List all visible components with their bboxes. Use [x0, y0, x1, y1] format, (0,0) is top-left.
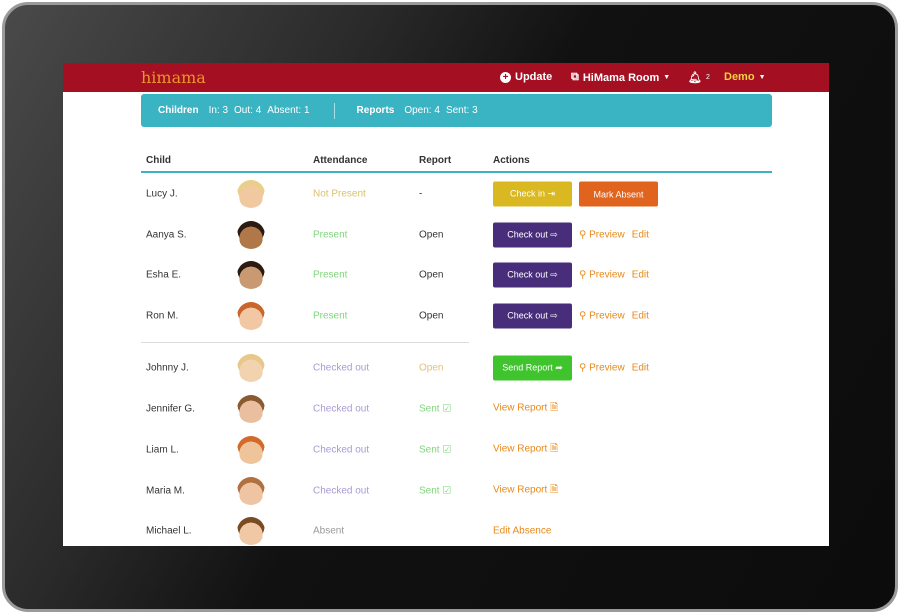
attendance-status: Checked out: [313, 444, 370, 456]
child-name[interactable]: Maria M.: [146, 485, 185, 497]
check-in-button[interactable]: Check in ⇥: [493, 181, 572, 207]
report-status: Sent ☑: [419, 403, 452, 415]
view-report-link[interactable]: View Report 🗎: [493, 443, 559, 455]
check-out-button[interactable]: Check out ⇨: [493, 303, 572, 329]
child-avatar: [237, 180, 265, 208]
header-divider: [141, 171, 772, 173]
table-row: Lucy J. Not Present - Check in ⇥ Mark Abs…: [141, 179, 772, 209]
report-status: -: [419, 188, 423, 200]
preview-link[interactable]: ⚲ Preview: [579, 269, 625, 281]
header-actions: Actions: [493, 155, 530, 166]
mark-absent-button[interactable]: Mark Absent: [579, 181, 658, 207]
child-name[interactable]: Ron M.: [146, 310, 179, 322]
row-actions: Check out ⇨ ⚲ Preview Edit: [493, 222, 649, 248]
edit-link[interactable]: Edit: [631, 362, 649, 374]
child-name[interactable]: Johnny J.: [146, 362, 189, 374]
app-screen: himama + Update ⧉ HiMama Room ▼ 🔔︎ 2 Demo ▼ C…: [63, 63, 829, 546]
update-button[interactable]: + Update: [500, 71, 552, 83]
child-avatar: [237, 302, 265, 330]
report-status: Sent ☑: [419, 485, 452, 497]
row-actions: Check out ⇨ ⚲ Preview Edit: [493, 262, 649, 288]
report-status: Open: [419, 362, 444, 374]
attendance-status: Checked out: [313, 403, 370, 415]
check-out-button[interactable]: Check out ⇨: [493, 262, 572, 288]
table-row: Esha E. Present Open Check out ⇨ ⚲ Previe…: [141, 260, 772, 290]
view-report-link[interactable]: View Report 🗎: [493, 484, 559, 496]
child-avatar: [237, 477, 265, 505]
user-dropdown[interactable]: Demo ▼: [724, 71, 766, 83]
attendance-status: Present: [313, 229, 348, 241]
child-avatar: [237, 395, 265, 423]
header-attendance: Attendance: [313, 155, 368, 166]
child-avatar: [237, 517, 265, 545]
child-avatar: [237, 261, 265, 289]
row-actions: View Report 🗎: [493, 483, 558, 500]
child-avatar: [237, 221, 265, 249]
attendance-status: Not Present: [313, 188, 366, 200]
row-actions: Send Report ➦ ⚲ Preview Edit: [493, 355, 649, 381]
plus-circle-icon: +: [500, 71, 511, 83]
child-name[interactable]: Aanya S.: [146, 229, 187, 241]
table-row: Liam L. Checked out Sent ☑ View Report 🗎: [141, 435, 772, 465]
table-row: Aanya S. Present Open Check out ⇨ ⚲ Previ…: [141, 220, 772, 250]
notifications-button[interactable]: 🔔︎ 2: [688, 72, 710, 84]
attendance-status: Checked out: [313, 362, 370, 374]
room-dropdown[interactable]: ⧉ HiMama Room ▼: [571, 71, 671, 84]
check-out-button[interactable]: Check out ⇨: [493, 222, 572, 248]
edit-link[interactable]: Edit: [631, 269, 649, 281]
divider: [333, 102, 335, 119]
edit-link[interactable]: Edit: [631, 310, 649, 322]
view-report-link[interactable]: View Report 🗎: [493, 402, 559, 414]
header-report: Report: [419, 155, 452, 166]
section-divider: [141, 342, 469, 343]
send-report-button[interactable]: Send Report ➦: [493, 355, 572, 381]
attendance-status: Present: [313, 310, 348, 322]
row-actions: Check in ⇥ Mark Absent: [493, 181, 658, 207]
logo[interactable]: himama: [141, 68, 206, 87]
table-row: Johnny J. Checked out Open Send Report ➦…: [141, 353, 772, 383]
row-actions: Edit Absence: [493, 526, 551, 537]
child-name[interactable]: Liam L.: [146, 444, 179, 456]
preview-link[interactable]: ⚲ Preview: [579, 362, 625, 374]
attendance-status: Absent: [313, 525, 345, 537]
caret-down-icon: ▼: [758, 73, 766, 81]
child-name[interactable]: Michael L.: [146, 525, 192, 537]
table-row: Michael L. Absent Edit Absence: [141, 516, 772, 546]
table-row: Maria M. Checked out Sent ☑ View Report …: [141, 476, 772, 506]
attendance-status: Present: [313, 269, 348, 281]
row-actions: View Report 🗎: [493, 442, 558, 459]
bell-icon: 🔔︎: [688, 72, 702, 84]
search-icon: ⚲: [579, 269, 590, 281]
table-row: Jennifer G. Checked out Sent ☑ View Repo…: [141, 394, 772, 424]
puzzle-icon: ⧉: [571, 71, 579, 83]
edit-absence-link[interactable]: Edit Absence: [493, 525, 552, 537]
report-status: Sent ☑: [419, 444, 452, 456]
child-name[interactable]: Lucy J.: [146, 188, 178, 200]
row-actions: View Report 🗎: [493, 401, 558, 418]
child-avatar: [237, 436, 265, 464]
edit-link[interactable]: Edit: [631, 229, 649, 241]
search-icon: ⚲: [579, 229, 590, 241]
row-actions: Check out ⇨ ⚲ Preview Edit: [493, 303, 649, 329]
table-row: Ron M. Present Open Check out ⇨ ⚲ Preview…: [141, 301, 772, 331]
report-status: Open: [419, 229, 444, 241]
report-status: Open: [419, 269, 444, 281]
child-avatar: [237, 354, 265, 382]
preview-link[interactable]: ⚲ Preview: [579, 229, 625, 241]
search-icon: ⚲: [579, 362, 590, 374]
report-status: Open: [419, 310, 444, 322]
preview-link[interactable]: ⚲ Preview: [579, 310, 625, 322]
caret-down-icon: ▼: [663, 74, 671, 81]
attendance-status: Checked out: [313, 485, 370, 497]
header-child: Child: [146, 155, 171, 166]
search-icon: ⚲: [579, 310, 590, 322]
child-name[interactable]: Esha E.: [146, 269, 182, 281]
child-name[interactable]: Jennifer G.: [146, 403, 195, 415]
summary-bar: Children In: 3 Out: 4 Absent: 1 Reports …: [141, 94, 772, 127]
top-navbar: himama + Update ⧉ HiMama Room ▼ 🔔︎ 2 Demo ▼: [63, 63, 829, 92]
